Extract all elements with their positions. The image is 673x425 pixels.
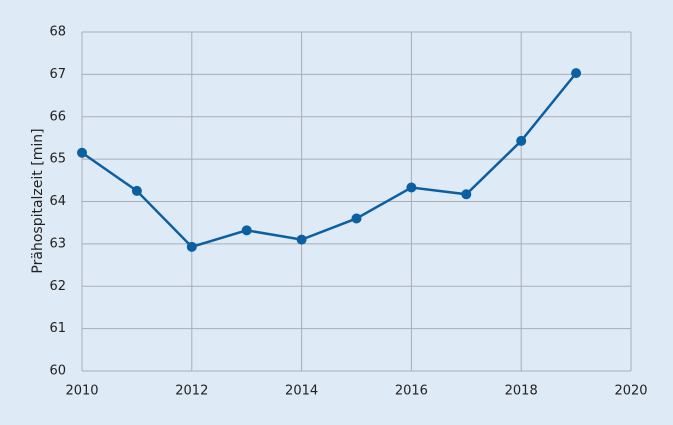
data-point — [131, 185, 142, 196]
data-point — [296, 234, 307, 245]
x-tick-label: 2016 — [395, 384, 428, 399]
x-tick-label: 2010 — [65, 384, 98, 399]
x-tick-label: 2020 — [614, 384, 647, 399]
y-tick-label: 63 — [49, 236, 66, 251]
data-line — [81, 72, 578, 249]
data-point — [351, 213, 362, 224]
data-point — [241, 225, 252, 236]
data-point — [186, 241, 197, 252]
y-tick-label: 62 — [49, 279, 66, 294]
data-point — [406, 182, 417, 193]
y-tick-label: 65 — [49, 152, 66, 167]
y-tick-label: 60 — [49, 364, 66, 379]
data-point — [77, 147, 87, 158]
x-tick-label: 2018 — [505, 384, 538, 399]
y-axis-label: Prähospitalzeit [min] — [30, 128, 46, 273]
y-tick-label: 67 — [49, 67, 66, 82]
y-tick-label: 68 — [49, 25, 66, 40]
x-tick-label: 2012 — [175, 384, 208, 399]
y-tick-label: 64 — [49, 194, 66, 209]
y-tick-label: 61 — [49, 321, 66, 336]
data-point — [516, 135, 527, 146]
data-point — [571, 68, 582, 79]
x-tick-label: 2014 — [285, 384, 318, 399]
data-point — [461, 189, 472, 200]
y-tick-label: 66 — [49, 109, 66, 124]
